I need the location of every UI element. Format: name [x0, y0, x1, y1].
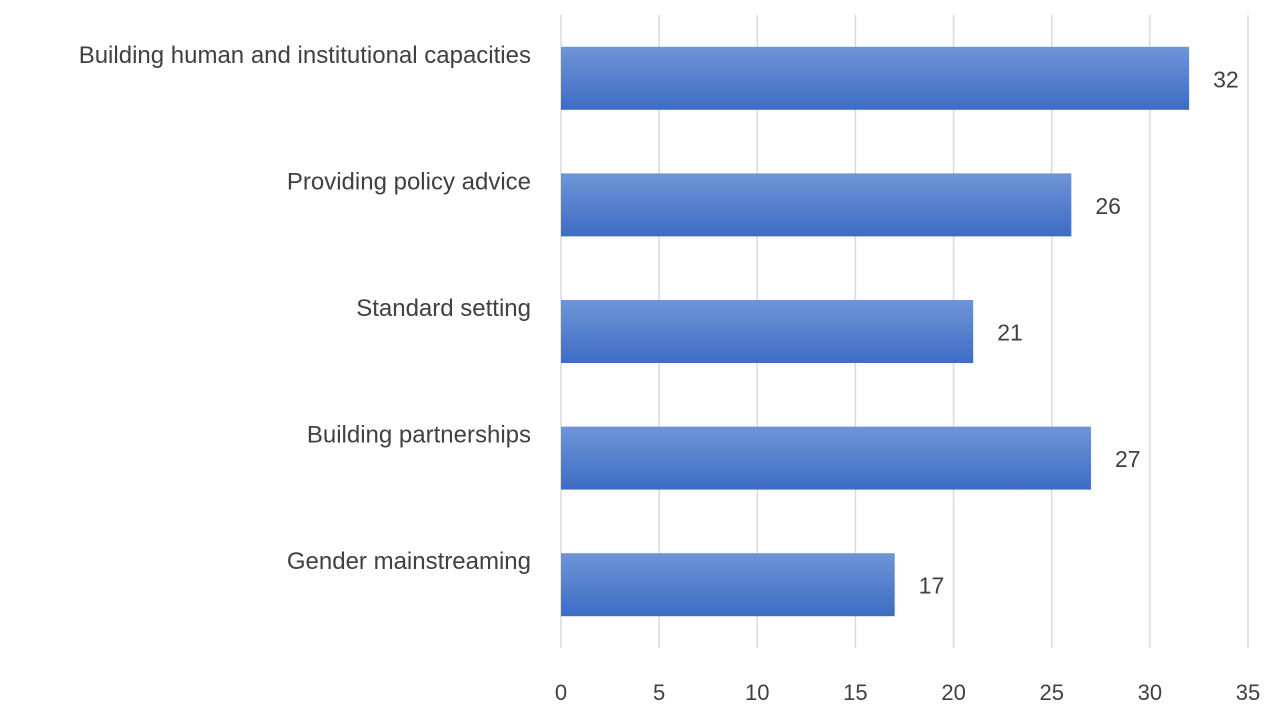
- x-tick-label: 35: [1236, 680, 1260, 705]
- bars: [561, 46, 1190, 617]
- x-tick-label: 10: [745, 680, 769, 705]
- x-tick-label: 0: [555, 680, 567, 705]
- category-labels: Building human and institutional capacit…: [79, 42, 531, 575]
- category-label: Standard setting: [356, 295, 531, 322]
- bar: [561, 46, 1190, 110]
- data-label: 17: [919, 573, 945, 599]
- data-label: 27: [1115, 446, 1141, 472]
- category-label: Building partnerships: [307, 422, 531, 449]
- data-label: 32: [1213, 66, 1239, 92]
- bar: [561, 300, 974, 363]
- x-tick-label: 25: [1039, 680, 1063, 705]
- x-tick-label: 20: [941, 680, 965, 705]
- bar: [561, 426, 1091, 490]
- x-tick-label: 5: [653, 680, 665, 705]
- x-tick-label: 15: [843, 680, 867, 705]
- x-tick-label: 30: [1138, 680, 1162, 705]
- category-label: Gender mainstreaming: [287, 548, 531, 575]
- category-label: Building human and institutional capacit…: [79, 42, 531, 69]
- data-labels: 32 26 21 27 17: [919, 66, 1239, 598]
- category-label: Providing policy advice: [287, 168, 531, 195]
- x-axis-tick-labels: 0 5 10 15 20 25 30 35: [555, 680, 1260, 705]
- data-label: 21: [997, 320, 1023, 346]
- bar: [561, 173, 1072, 237]
- bar: [561, 553, 895, 617]
- data-label: 26: [1095, 193, 1121, 219]
